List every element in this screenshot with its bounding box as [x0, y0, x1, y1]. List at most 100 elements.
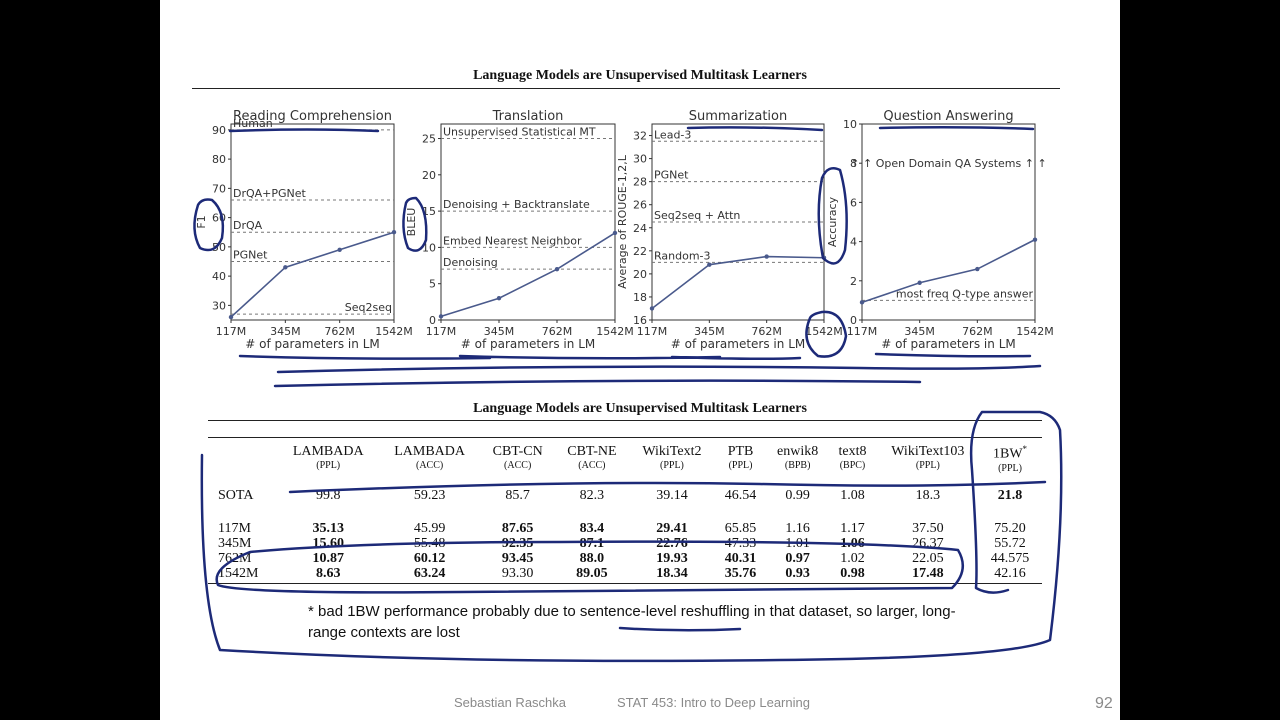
chart-panel: Summarization 16 18 20 22 24 26 28 30 32 117M 345M 7…	[616, 109, 843, 351]
x-tick-label: 117M	[637, 325, 668, 338]
table-cell: 8.63	[315, 565, 341, 581]
y-tick-label: 25	[422, 133, 436, 146]
column-header: enwik8 (BPB)	[766, 436, 829, 485]
y-tick-label: 16	[633, 314, 647, 327]
data-point	[764, 254, 769, 259]
table-cell: 87.65	[501, 520, 534, 536]
y-axis-label: Average of ROUGE-1,2,L	[616, 154, 629, 289]
table-cell: 87.1	[579, 535, 605, 551]
y-tick-label: 28	[633, 176, 647, 189]
x-tick-label: 762M	[751, 325, 782, 338]
table-cell: 63.24	[413, 565, 446, 581]
series-line	[230, 231, 395, 318]
table-cell: 1.02	[840, 550, 865, 566]
chart-annotation: ↑ ↑ Open Domain QA Systems ↑ ↑	[850, 157, 1046, 170]
series-line	[861, 238, 1036, 304]
table-cell: 47.33	[724, 535, 757, 551]
table-cell: 59.23	[413, 487, 446, 503]
x-axis-label: # of parameters in LM	[461, 337, 595, 351]
figure-title-rule	[192, 88, 1060, 89]
row-label: 117M	[218, 520, 251, 536]
y-axis-label: Accuracy	[826, 196, 839, 247]
table-cell: 1.08	[840, 487, 865, 503]
data-point	[554, 266, 560, 272]
table-cell: 99.8	[315, 487, 341, 503]
column-unit: (ACC)	[415, 459, 444, 471]
table-cell: 85.7	[505, 487, 530, 503]
table-cell: 1.16	[785, 520, 810, 536]
table-cell: 17.48	[912, 565, 944, 581]
x-axis-label: # of parameters in LM	[245, 337, 379, 351]
table-header-row: LAMBADA (PPL) LAMBADA (ACC) CBT-CN (ACC) CBT-N…	[210, 436, 1040, 485]
y-tick-label: 15	[422, 205, 436, 218]
column-name: enwik8	[777, 443, 819, 459]
row-label: 1542M	[218, 565, 259, 581]
baseline-label: Random-3	[654, 249, 711, 262]
table-cell: 89.05	[576, 565, 608, 581]
column-footnote-mark: *	[1022, 444, 1028, 454]
table-cell: 60.12	[413, 550, 446, 566]
table-cell: 45.99	[413, 520, 446, 536]
table-cell: 55.48	[413, 535, 446, 551]
column-unit: (ACC)	[578, 459, 606, 471]
table-cell: 42.16	[994, 565, 1026, 581]
y-axis-label: F1	[195, 215, 208, 228]
table-row: 345M 15.60 55.48 92.35 87.1 22.76 47.33 1.01 1.0…	[210, 536, 1040, 551]
baseline-label: Human	[233, 117, 273, 130]
y-tick-label: 20	[422, 169, 436, 182]
column-name: WikiText103	[891, 443, 965, 459]
data-point	[917, 280, 922, 285]
table-cell: 18.3	[915, 487, 941, 503]
chart-title: Reading Comprehension	[233, 109, 392, 124]
table-title: Language Models are Unsupervised Multita…	[473, 401, 807, 416]
y-tick-label: 50	[212, 241, 226, 254]
table-cell: 35.13	[312, 520, 344, 536]
y-tick-label: 4	[850, 236, 857, 249]
data-point	[496, 296, 502, 301]
table-top-rule	[208, 420, 1042, 421]
column-header: CBT-CN (ACC)	[480, 436, 555, 485]
column-unit: (BPB)	[784, 459, 811, 471]
footer-course: STAT 453: Intro to Deep Learning	[617, 695, 810, 710]
table-cell: 46.54	[724, 487, 757, 503]
column-name: WikiText2	[642, 443, 702, 459]
y-tick-label: 8	[850, 157, 857, 170]
column-header: PTB (PPL)	[715, 436, 766, 485]
chart-panel: Question Answering 0 2 4 6 8 10 117M 345M 762M 154…	[826, 109, 1054, 351]
column-header: LAMBADA (ACC)	[379, 436, 480, 485]
y-tick-label: 0	[850, 314, 857, 327]
table-cell: 1.06	[840, 535, 865, 551]
y-tick-label: 0	[429, 314, 436, 327]
data-point	[975, 266, 980, 272]
table-cell: 22.76	[656, 535, 688, 551]
table-row: 1542M 8.63 63.24 93.30 89.05 18.34 35.76 0.93 0.…	[210, 566, 1040, 581]
x-tick-label: 1542M	[805, 325, 843, 338]
x-tick-label: 345M	[484, 325, 515, 338]
table-cell: 22.05	[912, 550, 944, 566]
y-tick-label: 2	[850, 275, 857, 288]
x-tick-label: 1542M	[1016, 325, 1054, 338]
baseline-label: DrQA	[233, 219, 263, 232]
baseline-label: PGNet	[654, 169, 689, 182]
table-cell: 44.575	[990, 550, 1030, 566]
table-cell: 82.3	[579, 487, 605, 503]
data-point	[283, 265, 288, 270]
footnote: * bad 1BW performance probably due to se…	[308, 603, 956, 641]
data-point	[859, 300, 865, 305]
baseline-label: Seq2seq	[345, 301, 392, 314]
table-cell: 75.20	[994, 520, 1026, 536]
baseline-label: Lead-3	[654, 128, 691, 141]
baseline-label: Embed Nearest Neighbor	[443, 234, 582, 247]
y-tick-label: 40	[212, 270, 226, 283]
footer-author: Sebastian Raschka	[454, 695, 567, 710]
table-cell: 1.17	[840, 520, 865, 536]
chart-title: Translation	[492, 109, 564, 124]
plot-frame	[440, 123, 616, 321]
column-header: text8 (BPC)	[829, 436, 875, 485]
table-cell: 93.45	[501, 550, 534, 566]
baseline-label: most freq Q-type answer	[896, 287, 1034, 300]
results-table: LAMBADA (PPL) LAMBADA (ACC) CBT-CN (ACC) CBT-N…	[210, 436, 1040, 581]
column-name: 1BW	[992, 446, 1023, 462]
x-tick-label: 762M	[542, 325, 573, 338]
y-tick-label: 30	[212, 299, 226, 312]
